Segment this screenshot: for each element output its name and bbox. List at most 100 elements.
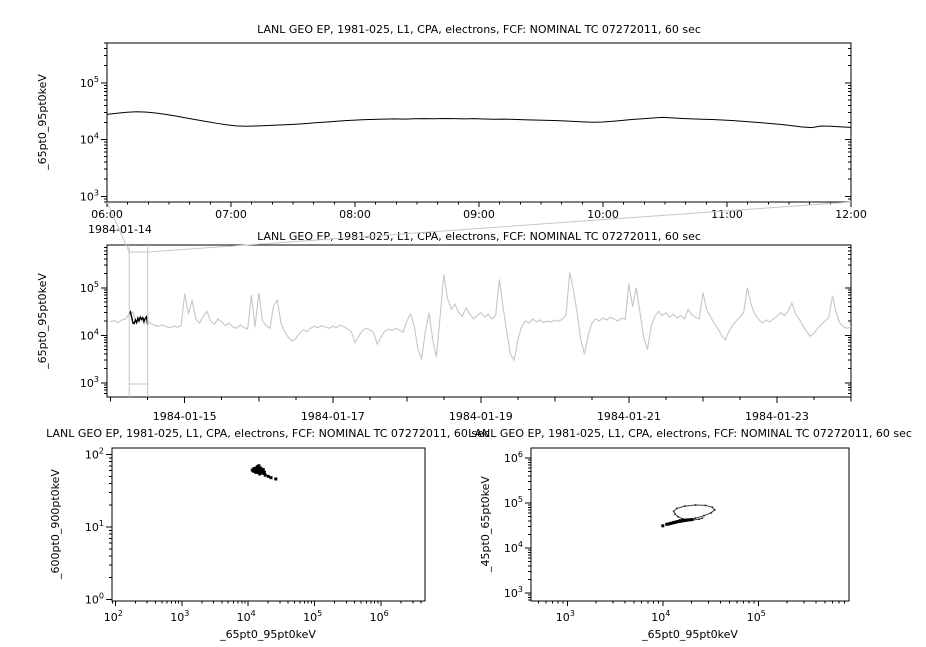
context-plot-area[interactable] [106, 244, 852, 398]
scatter-point [694, 517, 697, 519]
scatter-point [690, 518, 694, 522]
scatter-loop-line [673, 504, 716, 521]
scatter-point [259, 470, 263, 474]
panel-context: LANL GEO EP, 1981-025, L1, CPA, electron… [36, 230, 852, 423]
zoom-ylabel: _65pt0_95pt0keV [36, 74, 49, 171]
scatter-point [711, 506, 714, 509]
x-tick-label: 102 [104, 609, 123, 624]
scatter-point [667, 522, 671, 526]
x-tick-label: 1984-01-19 [449, 410, 513, 423]
scatter-right-plot-area[interactable] [530, 447, 850, 602]
scatter-point [259, 467, 263, 471]
y-tick-label: 103 [504, 585, 523, 600]
scatter-point [682, 519, 686, 523]
scatter-point [274, 477, 278, 481]
panel-zoom: LANL GEO EP, 1981-025, L1, CPA, electron… [36, 23, 867, 236]
y-tick-label: 104 [504, 540, 523, 555]
x-tick-label: 1984-01-17 [301, 410, 365, 423]
scatter-point [703, 514, 705, 517]
context-overlay [106, 201, 852, 397]
x-tick-label: 10:00 [587, 208, 619, 221]
scatter-point [675, 507, 678, 510]
y-tick-label: 105 [504, 495, 523, 510]
scatter-point [698, 518, 700, 520]
scatter-point [661, 524, 665, 528]
scatter-point [672, 520, 676, 524]
scatter-point [253, 468, 257, 472]
scatter-point [683, 505, 686, 507]
y-tick-label: 104 [80, 132, 99, 147]
scatter-point [677, 519, 681, 523]
scatter-point [255, 465, 259, 469]
x-tick-label: 1984-01-15 [153, 410, 217, 423]
scatter-point [263, 473, 267, 477]
scatter-left-title: LANL GEO EP, 1981-025, L1, CPA, electron… [46, 427, 490, 440]
context-series-line [110, 272, 852, 362]
scatter-point [713, 509, 716, 511]
context-axes: 103 104 105 1984-01-15 1984-01-17 1984-01-19 1… [80, 247, 852, 423]
scatter-point [668, 521, 672, 525]
y-tick-label: 105 [80, 75, 99, 90]
scatter-left-plot-area[interactable] [111, 447, 426, 602]
scatter-point [262, 470, 266, 474]
scatter-left-xlabel: _65pt0_95pt0keV [219, 628, 316, 641]
context-title: LANL GEO EP, 1981-025, L1, CPA, electron… [257, 230, 701, 243]
scatter-point [670, 521, 674, 525]
x-tick-label: 07:00 [215, 208, 247, 221]
y-tick-label: 103 [80, 188, 99, 203]
scatter-point [665, 522, 669, 526]
context-zoom-box[interactable] [128, 245, 149, 397]
connector-left [106, 201, 130, 253]
x-tick-label: 104 [651, 609, 670, 624]
x-tick-label: 06:00 [91, 208, 123, 221]
panel-scatter-left: LANL GEO EP, 1981-025, L1, CPA, electron… [46, 427, 490, 641]
x-tick-label: 106 [370, 609, 389, 624]
scatter-left-ylabel: _600pt0_900pt0keV [49, 469, 62, 580]
zoom-plot-area[interactable] [106, 42, 852, 203]
scatter-point [257, 464, 261, 468]
x-tick-label: 09:00 [463, 208, 495, 221]
context-highlight-line [128, 310, 149, 326]
zoom-date-label: 1984-01-14 [88, 223, 152, 236]
scatter-point [710, 512, 712, 514]
zoom-series [106, 111, 852, 129]
scatter-point [701, 517, 704, 519]
scatter-point [694, 504, 697, 506]
scatter-point [261, 469, 265, 473]
scatter-point [677, 516, 679, 518]
y-tick-label: 106 [504, 450, 523, 465]
y-tick-label: 102 [85, 447, 104, 462]
scatter-point [250, 468, 254, 472]
scatter-point [254, 470, 258, 474]
scatter-point [692, 519, 695, 521]
scatter-point [256, 467, 260, 471]
scatter-point [266, 474, 270, 478]
scatter-point [261, 468, 265, 472]
scatter-point [687, 518, 691, 522]
scatter-left-points [250, 464, 278, 481]
scatter-point [684, 518, 688, 522]
x-tick-label: 104 [237, 609, 256, 624]
scatter-point [257, 468, 261, 472]
x-tick-label: 12:00 [835, 208, 867, 221]
y-tick-label: 103 [80, 375, 99, 390]
scatter-point [679, 519, 683, 523]
scatter-point [681, 517, 684, 520]
scatter-point [674, 513, 677, 516]
scatter-right-axes: 103 104 105 106 103 104 105 [504, 450, 846, 624]
y-tick-label: 105 [80, 280, 99, 295]
x-tick-label: 1984-01-23 [745, 410, 809, 423]
scatter-right-title: LANL GEO EP, 1981-025, L1, CPA, electron… [468, 427, 912, 440]
y-tick-label: 101 [85, 519, 104, 534]
scatter-right-points [661, 504, 716, 528]
x-tick-label: 08:00 [339, 208, 371, 221]
zoom-title: LANL GEO EP, 1981-025, L1, CPA, electron… [257, 23, 701, 36]
scatter-right-ylabel: _45pt0_65pt0keV [479, 476, 492, 573]
x-tick-label: 105 [303, 609, 322, 624]
panel-scatter-right: LANL GEO EP, 1981-025, L1, CPA, electron… [468, 427, 912, 641]
y-tick-label: 104 [80, 327, 99, 342]
context-series [110, 272, 852, 362]
scatter-point [704, 504, 707, 507]
